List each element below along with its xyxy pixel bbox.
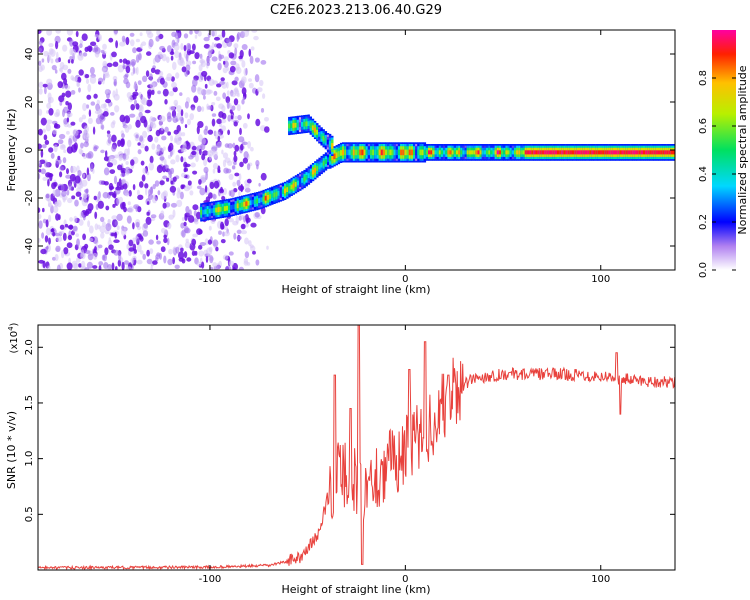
colorbar-gradient bbox=[712, 30, 736, 270]
spectrogram-ytick-label: 40 bbox=[24, 48, 35, 61]
snr-y-multiplier: (x104) bbox=[7, 322, 20, 353]
figure-title: C2E6.2023.213.06.40.G29 bbox=[270, 3, 442, 18]
snr-y-multiplier-exp: 4 bbox=[7, 326, 15, 331]
colorbar-tick-label: 0.0 bbox=[698, 262, 709, 278]
colorbar-tick-label: 0.2 bbox=[698, 214, 709, 230]
colorbar-tick-label: 0.4 bbox=[698, 166, 709, 182]
spectrogram-panel: -100 0 100 -40 -20 0 20 40 Height of straight l… bbox=[5, 29, 676, 296]
spectrogram-ytick-label: -40 bbox=[24, 238, 35, 254]
snr-xlabel: Height of straight line (km) bbox=[281, 583, 430, 596]
spectrogram-xtick-label: 100 bbox=[591, 274, 610, 285]
spectrogram-area bbox=[38, 30, 675, 270]
snr-xtick-label: 100 bbox=[591, 574, 610, 585]
snr-ytick-label: 2.0 bbox=[24, 339, 35, 355]
upper-branch bbox=[288, 114, 334, 156]
snr-plot-area bbox=[38, 325, 675, 570]
snr-ytick-label: 0.5 bbox=[24, 506, 35, 522]
snr-ytick-label: 1.5 bbox=[24, 395, 35, 411]
spectrogram-xtick-label: -100 bbox=[199, 274, 222, 285]
snr-ylabel: SNR (10 * v/v) bbox=[5, 411, 18, 489]
spectrogram-ytick-label: 20 bbox=[24, 96, 35, 109]
colorbar-ticks: 0.0 0.2 0.4 0.6 0.8 bbox=[698, 70, 736, 278]
colorbar-tick-label: 0.6 bbox=[698, 118, 709, 134]
snr-ytick-label: 1.0 bbox=[24, 451, 35, 467]
snr-panel: -100 0 100 0.5 1.0 1.5 2.0 Height of straight … bbox=[5, 322, 676, 596]
colorbar: 0.0 0.2 0.4 0.6 0.8 Normalized spectral ampl… bbox=[698, 30, 749, 278]
spectrogram-ytick-label: 0 bbox=[24, 147, 35, 153]
noise-speckles bbox=[38, 30, 270, 270]
spectrogram-xlabel: Height of straight line (km) bbox=[281, 283, 430, 296]
snr-series-line bbox=[38, 325, 675, 570]
snr-xtick-label: 0 bbox=[402, 574, 408, 585]
spectrogram-axes: -100 0 100 -40 -20 0 20 40 bbox=[24, 30, 675, 285]
snr-y-multiplier-close: ) bbox=[9, 322, 20, 326]
colorbar-tick-label: 0.8 bbox=[698, 70, 709, 86]
snr-xtick-label: -100 bbox=[199, 574, 222, 585]
colorbar-label: Normalized spectral amplitude bbox=[736, 65, 749, 234]
snr-frame bbox=[37, 324, 676, 571]
snr-axes: -100 0 100 0.5 1.0 1.5 2.0 bbox=[24, 325, 675, 585]
spectrogram-xtick-label: 0 bbox=[402, 274, 408, 285]
signal-track bbox=[200, 142, 675, 222]
spectrogram-ylabel: Frequency (Hz) bbox=[5, 109, 18, 192]
spectrogram-ytick-label: -20 bbox=[24, 190, 35, 206]
snr-y-multiplier-base: (x10 bbox=[9, 331, 20, 354]
